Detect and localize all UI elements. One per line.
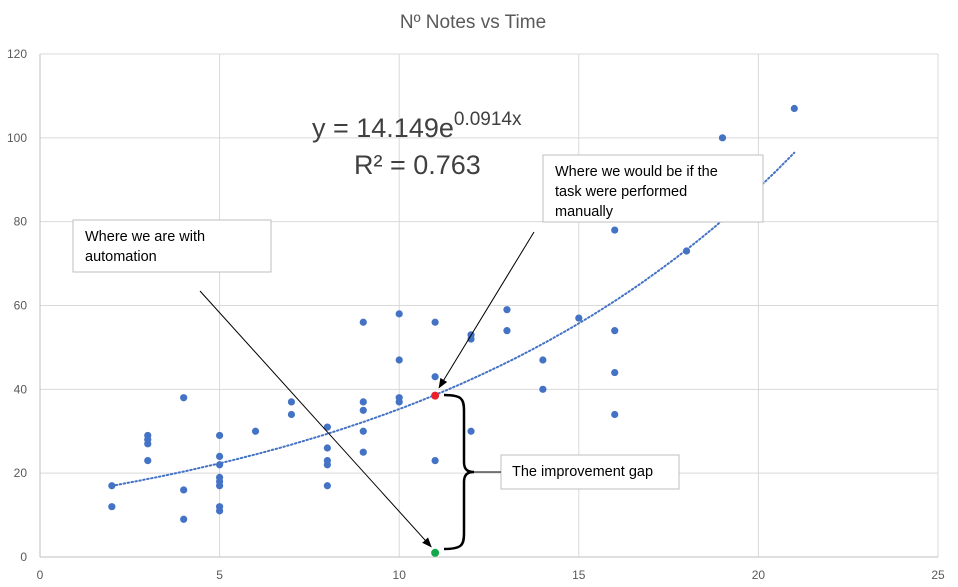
manual-callout-text: Where we would be if the xyxy=(555,164,718,180)
data-point xyxy=(359,406,367,414)
trendline-equation: y = 14.149e0.0914x R² = 0.763 xyxy=(312,109,522,180)
data-point xyxy=(575,314,583,322)
data-point xyxy=(431,318,439,326)
y-tick-label: 40 xyxy=(14,382,28,396)
y-tick-label: 0 xyxy=(20,550,27,564)
manual-callout-text: manually xyxy=(555,204,614,220)
gap-callout-text: The improvement gap xyxy=(512,464,653,480)
trendline-curve xyxy=(110,151,796,487)
data-point xyxy=(216,461,224,469)
y-tick-label: 100 xyxy=(7,131,27,145)
x-tick-label: 10 xyxy=(393,568,407,582)
data-point xyxy=(108,482,116,490)
data-point xyxy=(359,427,367,435)
automation-point xyxy=(431,548,440,557)
y-tick-label: 20 xyxy=(14,466,28,480)
data-point xyxy=(216,452,224,460)
data-point xyxy=(359,398,367,406)
equation-prefix: y = 14.149e xyxy=(312,113,454,143)
data-point xyxy=(395,310,403,318)
data-point xyxy=(395,398,403,406)
equation-exponent: 0.0914x xyxy=(454,109,522,130)
data-point xyxy=(144,440,152,448)
data-point xyxy=(395,356,403,364)
annotations: Where we would be if the task were perfor… xyxy=(72,154,764,551)
y-tick-label: 60 xyxy=(14,299,28,313)
data-point xyxy=(539,385,547,393)
r-squared-label: R² = 0.763 xyxy=(354,150,481,180)
data-point xyxy=(611,368,619,377)
axes: 0 20 40 60 80 100 120 0 5 10 15 20 25 xyxy=(7,47,945,582)
data-point xyxy=(467,335,475,343)
gap-callout-box xyxy=(500,454,680,490)
x-tick-label: 20 xyxy=(752,568,766,582)
data-point xyxy=(431,456,439,465)
data-point xyxy=(503,306,511,314)
x-tick-label: 0 xyxy=(37,568,44,582)
y-tick-label: 120 xyxy=(7,47,27,61)
x-tick-label: 5 xyxy=(216,568,223,582)
manual-callout-box xyxy=(542,154,764,223)
data-point xyxy=(216,507,224,515)
manual-arrow xyxy=(438,231,535,389)
data-point xyxy=(216,482,224,490)
data-point xyxy=(180,394,188,402)
data-point xyxy=(287,398,296,406)
data-point xyxy=(611,327,619,335)
data-point xyxy=(718,134,727,142)
data-point xyxy=(216,431,224,440)
data-point xyxy=(359,318,367,326)
data-point xyxy=(108,503,116,511)
data-point xyxy=(323,423,331,431)
highlight-points xyxy=(431,391,440,557)
data-points xyxy=(108,104,798,523)
data-point xyxy=(144,456,152,465)
manual-callout-text: task were performed xyxy=(555,184,687,200)
data-point xyxy=(323,444,331,452)
data-point xyxy=(467,427,475,435)
y-tick-label: 80 xyxy=(14,215,28,229)
automation-callout-text: Where we are with xyxy=(85,229,205,245)
automation-callout-text: automation xyxy=(85,249,157,265)
x-tick-label: 25 xyxy=(931,568,945,582)
automation-arrow xyxy=(199,290,432,548)
manual-point xyxy=(431,391,440,400)
chart-title: Nº Notes vs Time xyxy=(400,12,546,33)
data-point xyxy=(611,226,619,234)
equation-text: y = 14.149e0.0914x xyxy=(312,109,522,143)
data-point xyxy=(180,515,188,523)
data-point xyxy=(287,410,296,419)
data-point xyxy=(503,327,511,335)
data-point xyxy=(180,486,188,494)
data-point xyxy=(323,482,331,490)
data-point xyxy=(251,427,260,435)
data-point xyxy=(323,461,331,469)
data-point xyxy=(682,247,691,255)
automation-callout-box xyxy=(72,219,272,273)
data-point xyxy=(431,373,439,381)
data-point xyxy=(790,104,798,113)
data-point xyxy=(359,448,367,456)
data-point xyxy=(611,410,619,419)
data-point xyxy=(539,356,547,364)
x-tick-label: 15 xyxy=(572,568,586,582)
trendline xyxy=(110,151,796,487)
improvement-brace xyxy=(443,393,475,551)
